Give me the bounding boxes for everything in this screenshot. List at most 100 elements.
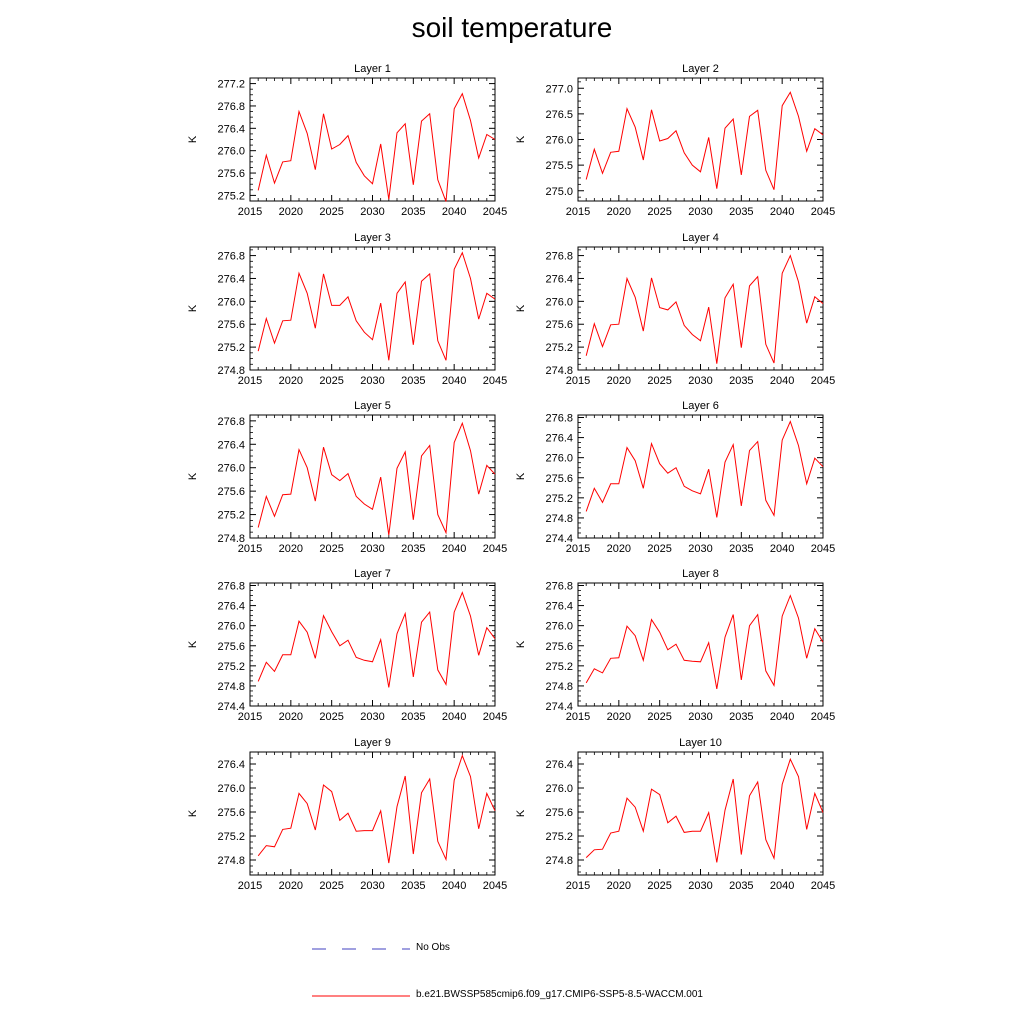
x-tick-label: 2035	[401, 375, 425, 387]
x-tick-label: 2025	[647, 711, 671, 723]
x-tick-label: 2035	[401, 880, 425, 892]
plot-frame	[249, 246, 496, 371]
y-tick-label: 275.2	[545, 342, 573, 354]
x-tick-label: 2045	[483, 711, 507, 723]
x-tick-label: 2035	[729, 543, 753, 555]
y-tick-label: 276.8	[545, 413, 573, 425]
series-line	[257, 251, 496, 361]
x-tick-label: 2015	[238, 543, 262, 555]
y-tick-label: 276.0	[217, 783, 245, 795]
x-tick-label: 2020	[279, 206, 303, 218]
x-tick-label: 2025	[319, 880, 343, 892]
x-tick-label: 2045	[483, 543, 507, 555]
y-tick-label: 274.8	[217, 855, 245, 867]
y-tick-label: 275.2	[217, 831, 245, 843]
y-tick-label: 274.4	[545, 533, 573, 545]
y-tick-label: 276.4	[217, 601, 245, 613]
y-tick-label: 276.4	[217, 439, 245, 451]
y-axis-label: K	[515, 640, 527, 648]
y-tick-label: 276.4	[217, 273, 245, 285]
y-tick-label: 275.0	[545, 186, 573, 198]
x-tick-label: 2020	[607, 880, 631, 892]
y-axis-label: K	[187, 640, 199, 648]
panel-title: Layer 4	[682, 232, 719, 244]
y-tick-label: 275.5	[545, 160, 573, 172]
x-tick-label: 2025	[647, 543, 671, 555]
plot-frame	[577, 414, 824, 539]
x-tick-label: 2025	[319, 543, 343, 555]
panel-9: Layer 9 K 2015 2020 2025 2030 2035 2040 2045 274.…	[187, 737, 507, 892]
panel-5: Layer 5 K 2015 2020 2025 2030 2035 2040 2045 274.…	[187, 400, 507, 555]
y-tick-label: 276.4	[545, 273, 573, 285]
x-tick-label: 2025	[647, 206, 671, 218]
y-tick-label: 275.6	[545, 319, 573, 331]
panel-title: Layer 6	[682, 400, 719, 412]
x-tick-label: 2015	[566, 880, 590, 892]
x-tick-label: 2030	[688, 543, 712, 555]
y-axis-label: K	[187, 304, 199, 312]
x-tick-label: 2035	[729, 711, 753, 723]
x-tick-label: 2040	[442, 206, 466, 218]
series-line	[585, 91, 824, 190]
panel-title: Layer 7	[354, 568, 391, 580]
y-tick-label: 275.2	[217, 661, 245, 673]
x-tick-label: 2030	[688, 375, 712, 387]
x-tick-label: 2020	[607, 206, 631, 218]
x-tick-label: 2045	[811, 880, 835, 892]
y-tick-label: 276.0	[217, 146, 245, 158]
y-tick-label: 276.0	[545, 621, 573, 633]
series-line	[585, 594, 824, 689]
y-tick-label: 275.6	[217, 807, 245, 819]
legend-swatch-dashed	[312, 948, 410, 950]
y-tick-label: 274.8	[217, 365, 245, 377]
y-tick-label: 275.6	[545, 473, 573, 485]
x-tick-label: 2045	[483, 206, 507, 218]
y-tick-label: 276.4	[545, 433, 573, 445]
y-tick-label: 276.0	[545, 783, 573, 795]
y-tick-label: 275.2	[217, 342, 245, 354]
y-tick-label: 275.6	[217, 168, 245, 180]
x-tick-label: 2045	[483, 880, 507, 892]
y-axis-label: K	[515, 135, 527, 143]
y-tick-label: 274.8	[217, 681, 245, 693]
x-tick-label: 2045	[811, 375, 835, 387]
x-tick-label: 2015	[238, 880, 262, 892]
x-tick-label: 2025	[319, 711, 343, 723]
y-tick-label: 275.2	[217, 190, 245, 202]
y-tick-label: 276.0	[217, 621, 245, 633]
y-axis-label: K	[515, 809, 527, 817]
panel-6: Layer 6 K 2015 2020 2025 2030 2035 2040 2045 274.…	[515, 400, 835, 555]
x-tick-label: 2015	[566, 206, 590, 218]
y-tick-label: 275.2	[545, 661, 573, 673]
panel-1: Layer 1 K 2015 2020 2025 2030 2035 2040 2045 275.…	[187, 63, 507, 218]
panel-title: Layer 1	[354, 63, 391, 75]
x-tick-label: 2040	[442, 543, 466, 555]
panel-3: Layer 3 K 2015 2020 2025 2030 2035 2040 2045 274.…	[187, 232, 507, 387]
y-tick-label: 274.8	[545, 513, 573, 525]
panel-title: Layer 9	[354, 737, 391, 749]
plot-frame	[577, 582, 824, 707]
x-tick-label: 2020	[607, 711, 631, 723]
x-tick-label: 2030	[688, 206, 712, 218]
x-tick-label: 2045	[811, 711, 835, 723]
y-tick-label: 274.8	[545, 855, 573, 867]
x-tick-label: 2015	[238, 375, 262, 387]
x-tick-label: 2025	[647, 375, 671, 387]
y-tick-label: 276.4	[217, 123, 245, 135]
panel-title: Layer 8	[682, 568, 719, 580]
x-tick-label: 2035	[729, 206, 753, 218]
y-tick-label: 277.0	[545, 83, 573, 95]
y-tick-label: 275.6	[545, 807, 573, 819]
y-tick-label: 275.2	[217, 510, 245, 522]
series-line	[585, 757, 824, 863]
panel-4: Layer 4 K 2015 2020 2025 2030 2035 2040 2045 274.…	[515, 232, 835, 387]
y-tick-label: 275.6	[217, 486, 245, 498]
y-axis-label: K	[187, 809, 199, 817]
x-tick-label: 2030	[360, 711, 384, 723]
x-tick-label: 2015	[566, 711, 590, 723]
legend-label-no-obs: No Obs	[416, 942, 450, 953]
y-tick-label: 276.0	[217, 296, 245, 308]
x-tick-label: 2040	[770, 711, 794, 723]
x-tick-label: 2030	[360, 375, 384, 387]
y-tick-label: 274.8	[545, 365, 573, 377]
